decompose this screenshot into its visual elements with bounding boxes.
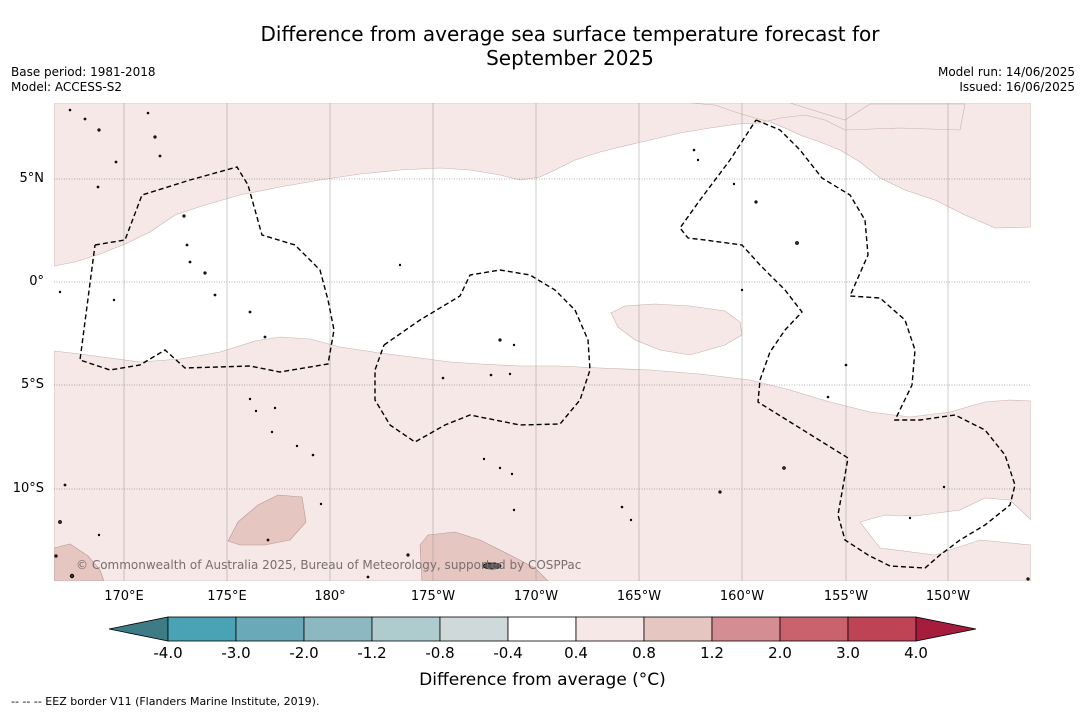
colorbar-bin — [643, 616, 713, 642]
copyright-notice: © Commonwealth of Australia 2025, Bureau… — [76, 558, 582, 572]
colorbar-tick-label: 0.8 — [632, 644, 656, 662]
colorbar-tick-label: -2.0 — [289, 644, 319, 662]
lon-label-170w: 170°W — [513, 589, 559, 604]
colorbar-title: Difference from average (°C) — [419, 670, 666, 690]
lon-label-175e: 175°E — [207, 589, 247, 604]
base-period: Base period: 1981-2018 — [11, 65, 156, 79]
colorbar-tick-label: -0.4 — [493, 644, 523, 662]
lon-label-165w: 165°W — [616, 589, 662, 604]
colorbar-tick-label: 3.0 — [836, 644, 860, 662]
model-run: Model run: 14/06/2025 — [937, 65, 1075, 79]
colorbar-tick-label: -0.8 — [425, 644, 455, 662]
colorbar-bin — [235, 616, 305, 642]
eez-borders — [79, 119, 1016, 569]
colorbar — [108, 616, 977, 642]
base-info: Base period: 1981-2018 Model: ACCESS-S2 — [11, 65, 156, 95]
issued-date: Issued: 16/06/2025 — [959, 80, 1075, 94]
title-line-2: September 2025 — [486, 46, 654, 70]
colorbar-bin — [779, 616, 849, 642]
islands — [54, 108, 1030, 581]
colorbar-bin — [371, 616, 441, 642]
colorbar-bin — [711, 616, 781, 642]
colorbar-bin — [507, 616, 577, 642]
lon-label-175w: 175°W — [410, 589, 456, 604]
lon-label-155w: 155°W — [823, 589, 869, 604]
colorbar-tick-label: 2.0 — [768, 644, 792, 662]
colorbar-tick-label: -1.2 — [357, 644, 387, 662]
lat-label-10s: 10°S — [12, 481, 44, 496]
lon-label-180: 180° — [314, 589, 346, 604]
model-name: Model: ACCESS-S2 — [11, 80, 123, 94]
colorbar-bin — [847, 616, 917, 642]
colorbar-tick-label: -4.0 — [153, 644, 183, 662]
colorbar-extend-high — [915, 616, 977, 642]
lon-label-170e: 170°E — [104, 589, 144, 604]
anomaly-patch-south-centre — [419, 531, 549, 581]
anomaly-patch-south-corner — [54, 543, 105, 581]
lon-label-150w: 150°W — [925, 589, 971, 604]
title-line-1: Difference from average sea surface temp… — [260, 22, 880, 46]
colorbar-tick-label: 4.0 — [904, 644, 928, 662]
lat-label-5n: 5°N — [19, 171, 45, 186]
anomaly-region-north — [54, 103, 1031, 267]
lat-label-5s: 5°S — [20, 377, 44, 392]
eez-border-kiribati-gilbert — [79, 166, 335, 373]
map-title: Difference from average sea surface temp… — [0, 22, 1085, 70]
colorbar-bin — [439, 616, 509, 642]
colorbar-extend-low — [108, 616, 169, 642]
lon-label-160w: 160°W — [719, 589, 765, 604]
run-info: Model run: 14/06/2025 Issued: 16/06/2025 — [938, 65, 1075, 95]
eez-border-line-islands — [679, 119, 1016, 569]
anomaly-patch-south-west — [227, 494, 307, 546]
colorbar-bin — [303, 616, 373, 642]
lat-label-0: 0° — [29, 274, 44, 289]
eez-legend-note: -- -- -- EEZ border V11 (Flanders Marine… — [11, 695, 320, 708]
meridians — [123, 103, 949, 581]
colorbar-tick-label: 1.2 — [700, 644, 724, 662]
colorbar-tick-label: -3.0 — [221, 644, 251, 662]
colorbar-tick-label: 0.4 — [564, 644, 588, 662]
colorbar-bin — [575, 616, 645, 642]
colorbar-bin — [167, 616, 237, 642]
